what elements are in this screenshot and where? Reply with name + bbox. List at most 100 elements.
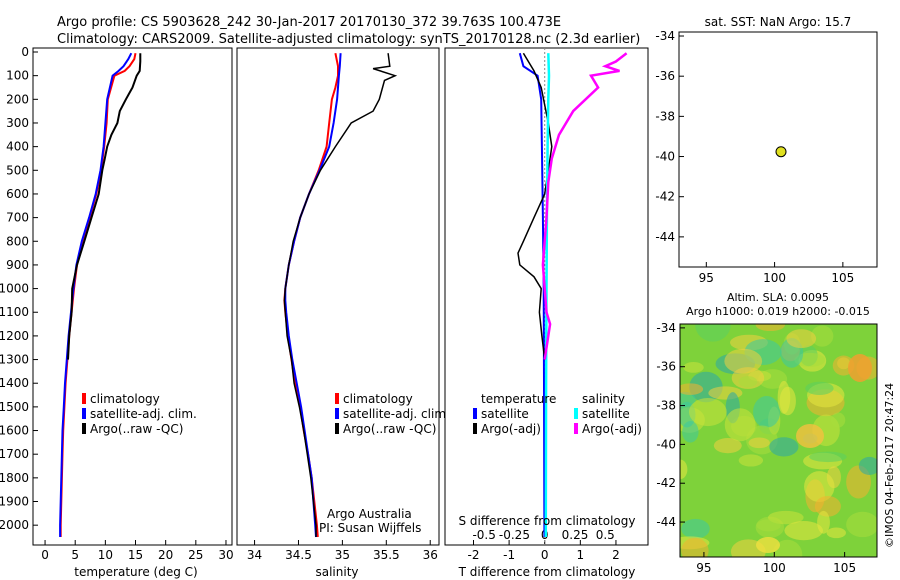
difference-xlabel: T difference from climatology xyxy=(458,565,636,579)
legend-swatch-climatology xyxy=(82,393,86,404)
legend-climatology: climatology xyxy=(343,392,413,406)
sla-blob xyxy=(753,396,781,428)
sla-blob xyxy=(755,324,786,332)
legend-temperature-header: temperature xyxy=(481,392,556,406)
map-y-tick-label: -38 xyxy=(655,109,675,123)
map-y-tick-label: -40 xyxy=(656,437,676,451)
map-y-tick-label: -42 xyxy=(656,476,676,490)
depth-tick-label: 500 xyxy=(6,163,29,177)
sla-blob xyxy=(724,348,763,374)
difference-x2label: S difference from climatology xyxy=(459,514,636,528)
sst-map-title: sat. SST: NaN Argo: 15.7 xyxy=(705,15,852,29)
legend-argo: Argo(..raw -QC) xyxy=(90,422,183,436)
sla-blob xyxy=(756,519,781,532)
map-y-tick-label: -38 xyxy=(656,399,676,413)
legend-climatology: climatology xyxy=(90,392,160,406)
x-tick-label: 20 xyxy=(158,548,173,562)
title-line-1: Argo profile: CS 5903628_242 30-Jan-2017… xyxy=(57,15,561,30)
x-tick-label: 35 xyxy=(335,548,350,562)
x-tick-label: 10 xyxy=(98,548,113,562)
map-y-tick-label: -34 xyxy=(656,321,676,335)
sla-high xyxy=(796,424,824,448)
x-tick-label: 5 xyxy=(71,548,79,562)
sla-blob xyxy=(777,380,791,414)
map-y-tick-label: -36 xyxy=(656,360,676,374)
depth-tick-label: 900 xyxy=(6,258,29,272)
depth-tick-label: 300 xyxy=(6,116,29,130)
sst-map-points xyxy=(775,146,787,158)
series-line-argo-raw-qc- xyxy=(283,53,398,537)
depth-tick-label: 0 xyxy=(21,45,29,59)
depth-tick-label: 800 xyxy=(6,234,29,248)
sla-blob xyxy=(784,521,823,541)
temperature-x-axis: 0 5 10 15 20 25 30 xyxy=(41,540,234,562)
map-y-tick-label: -40 xyxy=(655,150,675,164)
legend-swatch-satellite xyxy=(335,408,339,419)
x-tick-label: 34 xyxy=(247,548,262,562)
legend-swatch-temp-argo xyxy=(473,423,477,434)
salinity-panel: 34 34.5 35 35.5 36 salinity climatology sate… xyxy=(236,47,450,579)
sla-blob xyxy=(826,527,846,539)
sla-blob xyxy=(809,451,847,463)
temperature-series xyxy=(59,52,142,537)
sla-blob xyxy=(695,324,731,342)
series-line-salinity-argo-adj- xyxy=(541,52,628,360)
map-x-tick-label: 100 xyxy=(763,561,786,575)
legend-satellite: satellite-adj. clim. xyxy=(343,407,450,421)
sla-blob xyxy=(811,325,834,347)
x2-tick-label: -0.5 xyxy=(472,528,495,542)
x-tick-label: -1 xyxy=(503,548,515,562)
difference-series xyxy=(517,48,628,545)
sla-blob xyxy=(683,362,704,373)
depth-tick-label: 1500 xyxy=(0,400,29,414)
sla-blob xyxy=(738,454,764,467)
map-x-tick-label: 100 xyxy=(763,271,786,285)
depth-tick-label: 1900 xyxy=(0,495,29,509)
salinity-axes xyxy=(236,47,440,546)
series-line-temperature-argo-adj- xyxy=(517,52,553,360)
map-x-tick-label: 105 xyxy=(833,561,856,575)
legend-sal-satellite: satellite xyxy=(582,407,630,421)
temperature-xlabel: temperature (deg C) xyxy=(74,565,197,579)
sst-map-axes-ticks: 95 100 105 -34 -36 -38 -40 -42 -44 xyxy=(655,29,854,285)
depth-tick-label: 2000 xyxy=(0,518,29,532)
x-tick-label: 0 xyxy=(41,548,49,562)
legend-swatch-climatology xyxy=(335,393,339,404)
legend-satellite: satellite-adj. clim. xyxy=(90,407,197,421)
difference-panel: -2 -1 0 1 2-0.5 -0.25 0 0.25 0.5 T difference fr… xyxy=(444,47,649,579)
sla-blob xyxy=(738,376,758,388)
depth-tick-label: 200 xyxy=(6,92,29,106)
sla-blob xyxy=(805,381,834,395)
sla-blob xyxy=(804,471,835,503)
sla-blob xyxy=(681,537,709,557)
map-x-tick-label: 95 xyxy=(696,561,711,575)
depth-tick-label: 1000 xyxy=(0,282,29,296)
sla-map-panel: Altim. SLA: 0.0095 Argo h1000: 0.019 h20… xyxy=(656,291,878,575)
legend-argo: Argo(..raw -QC) xyxy=(343,422,436,436)
salinity-x-axis: 34 34.5 35 35.5 36 xyxy=(247,540,438,562)
map-x-tick-label: 105 xyxy=(831,271,854,285)
depth-tick-label: 100 xyxy=(6,69,29,83)
temperature-axes xyxy=(32,47,233,546)
x2-tick-label: 0.5 xyxy=(596,528,615,542)
sla-blob xyxy=(724,408,756,442)
legend-swatch-temp-satellite xyxy=(473,408,477,419)
depth-tick-label: 600 xyxy=(6,187,29,201)
sla-blob xyxy=(682,421,699,443)
difference-x-axis: -2 -1 0 1 2-0.5 -0.25 0 0.25 0.5 xyxy=(468,528,620,562)
depth-tick-label: 1700 xyxy=(0,447,29,461)
sla-blob xyxy=(713,438,742,454)
depth-tick-label: 1600 xyxy=(0,424,29,438)
salinity-legend: climatology satellite-adj. clim. Argo(..… xyxy=(335,392,450,436)
sla-blob xyxy=(786,329,817,349)
legend-temp-satellite: satellite xyxy=(481,407,529,421)
legend-swatch-argo xyxy=(335,423,339,434)
sla-blob xyxy=(846,511,877,538)
depth-tick-label: 1800 xyxy=(0,471,29,485)
depth-tick-label: 400 xyxy=(6,140,29,154)
x-tick-label: 25 xyxy=(188,548,203,562)
legend-sal-argo: Argo(-adj) xyxy=(582,422,642,436)
sla-blob xyxy=(830,412,846,428)
sla-blob xyxy=(748,437,770,449)
depth-tick-label: 1200 xyxy=(0,329,29,343)
